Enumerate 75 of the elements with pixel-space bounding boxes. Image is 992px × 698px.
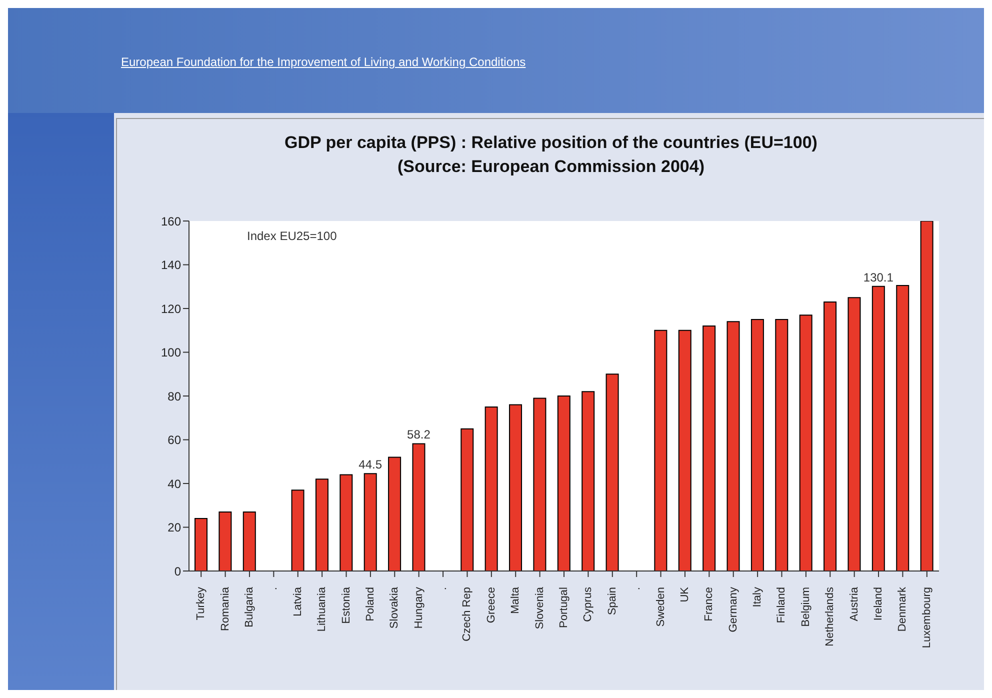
x-tick-label: Hungary (412, 586, 425, 629)
bar (750, 318, 764, 571)
bar (775, 318, 788, 571)
x-tick-label: Luxembourg (920, 587, 933, 648)
data-label: 44.5 (358, 458, 382, 472)
y-tick-label: 160 (160, 214, 182, 228)
bar (799, 314, 812, 571)
x-tick-label: Cyprus (582, 586, 594, 622)
x-tick-label: Sweden (654, 587, 667, 627)
bar (291, 490, 304, 571)
x-tick-label: Netherlands (824, 586, 836, 646)
data-label: 58.2 (407, 428, 431, 442)
x-tick-label: . (437, 587, 450, 590)
bar (726, 321, 740, 571)
x-tick-label: Finland (776, 587, 788, 624)
bar (460, 428, 474, 571)
x-tick-label: Denmark (896, 586, 909, 632)
x-tick-label: . (630, 587, 643, 590)
x-tick-label: Spain (606, 587, 618, 616)
x-tick-label: Germany (727, 586, 740, 632)
bar (412, 443, 426, 571)
bar (557, 396, 570, 571)
x-tick-label: Latvia (292, 586, 304, 616)
x-tick-label: Poland (364, 587, 376, 622)
bar (824, 301, 837, 571)
bar (872, 286, 885, 571)
x-tick-label: Portugal (558, 587, 570, 628)
bar (702, 326, 716, 571)
x-tick-label: Slovakia (388, 586, 401, 629)
x-tick-label: UK (678, 586, 691, 602)
bar (364, 473, 377, 571)
bar (654, 330, 668, 571)
y-tick-label: 40 (168, 476, 182, 491)
x-tick-label: Turkey (195, 586, 208, 620)
bar (678, 330, 692, 571)
bar (242, 511, 256, 571)
x-tick-label: Bulgaria (243, 586, 256, 628)
bar (194, 518, 208, 571)
y-tick-label: 140 (160, 258, 182, 272)
bar (606, 374, 619, 571)
bar (920, 221, 934, 571)
y-tick-label: 80 (168, 389, 182, 404)
x-tick-label: Estonia (340, 586, 352, 624)
bar (218, 511, 232, 571)
bar (896, 285, 910, 571)
bar (582, 391, 595, 571)
data-label: 130.1 (863, 270, 894, 284)
x-tick-label: Italy (752, 586, 764, 608)
chart-subtitle: (Source: European Commission 2004) (396, 157, 706, 177)
x-tick-label: Malta (510, 586, 522, 614)
y-tick-label: 100 (160, 346, 182, 360)
bar (340, 474, 353, 571)
bar (484, 406, 498, 571)
bar (315, 478, 328, 571)
x-tick-label: Austria (848, 586, 860, 622)
x-tick-label: . (268, 587, 280, 590)
x-tick-label: Czech Rep (461, 587, 474, 642)
bar (388, 456, 402, 571)
x-tick-label: Slovenia (534, 586, 546, 630)
y-tick-label: 0 (174, 564, 182, 578)
annotation: Index EU25=100 (247, 229, 337, 243)
x-tick-label: Lithuania (316, 586, 328, 632)
x-tick-label: Romania (219, 586, 232, 632)
x-tick-label: Ireland (872, 587, 885, 621)
x-tick-label: France (703, 587, 716, 622)
chart-title: GDP per capita (PPS) : Relative position of the countries (EU=100) (284, 133, 818, 153)
text: European Foundation for the Improvement of Living and Working Conditions (121, 55, 526, 69)
y-tick-label: 120 (160, 302, 182, 316)
x-tick-label: Belgium (800, 587, 812, 627)
y-tick-label: 60 (168, 433, 182, 448)
x-tick-label: Greece (485, 587, 498, 624)
bar (509, 404, 522, 571)
bar (848, 297, 861, 571)
bar (533, 398, 546, 571)
y-tick-label: 20 (168, 520, 182, 535)
